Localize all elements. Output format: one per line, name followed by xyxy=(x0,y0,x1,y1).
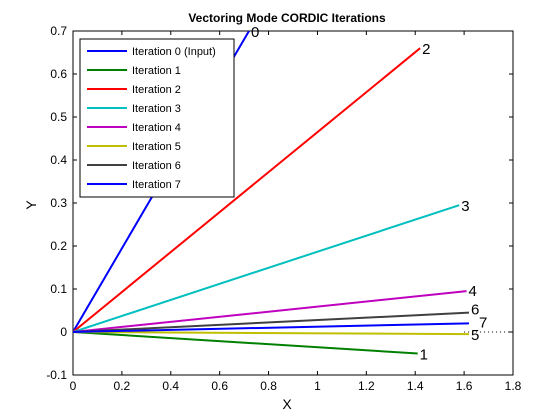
legend-entry-label: Iteration 3 xyxy=(132,103,181,115)
y-tick-label: 0.4 xyxy=(50,153,67,167)
iteration-endpoint-label: 6 xyxy=(471,302,479,319)
legend-entry-label: Iteration 5 xyxy=(132,141,181,153)
y-tick-label: 0 xyxy=(60,325,67,339)
y-tick-label: 0.5 xyxy=(50,110,67,124)
series-line-7 xyxy=(73,322,470,333)
legend-entry-label: Iteration 7 xyxy=(132,179,181,191)
iteration-endpoint-label: 0 xyxy=(251,24,259,41)
legend: Iteration 0 (Input) Iteration 1 Iteration … xyxy=(79,38,235,198)
x-tick-label: 1 xyxy=(314,379,321,393)
x-tick-label: 0.6 xyxy=(211,379,228,393)
y-tick-label: 0.2 xyxy=(50,239,67,253)
series-line-4 xyxy=(73,290,467,333)
x-tick-label: 0.8 xyxy=(260,379,277,393)
legend-entry-label: Iteration 6 xyxy=(132,160,181,172)
series-line-1 xyxy=(73,331,418,355)
legend-entry-label: Iteration 2 xyxy=(132,84,181,96)
iteration-endpoint-label: 3 xyxy=(461,198,469,215)
series-line-6 xyxy=(73,311,470,333)
series-line-5 xyxy=(73,331,470,336)
x-tick-label: 0 xyxy=(70,379,77,393)
iteration-endpoint-label: 7 xyxy=(479,314,487,331)
iteration-endpoint-label: 2 xyxy=(422,41,430,58)
iteration-endpoint-label: 5 xyxy=(471,327,479,344)
x-tick-label: 1.6 xyxy=(456,379,473,393)
y-tick-label: -0.1 xyxy=(46,368,67,382)
series-lines xyxy=(73,31,470,355)
legend-entry-label: Iteration 1 xyxy=(132,65,181,77)
iteration-endpoint-label: 1 xyxy=(420,347,428,364)
x-tick-label: 0.2 xyxy=(114,379,131,393)
x-axis-label: X xyxy=(282,396,292,412)
chart-title: Vectoring Mode CORDIC Iterations xyxy=(188,11,386,25)
series-line-3 xyxy=(73,204,460,333)
x-tick-label: 0.4 xyxy=(162,379,179,393)
x-tick-label: 1.8 xyxy=(505,379,522,393)
y-tick-label: 0.7 xyxy=(50,24,67,38)
y-axis-label: Y xyxy=(23,200,39,210)
y-tick-label: 0.1 xyxy=(50,282,67,296)
legend-entry-label: Iteration 4 xyxy=(132,122,181,134)
x-tick-label: 1.4 xyxy=(407,379,424,393)
y-tick-label: 0.6 xyxy=(50,67,67,81)
y-tick-label: 0.3 xyxy=(50,196,67,210)
x-tick-label: 1.2 xyxy=(358,379,375,393)
legend-entry-label: Iteration 0 (Input) xyxy=(132,46,216,58)
series-line-2 xyxy=(73,47,421,333)
legend-box xyxy=(79,38,235,198)
iteration-endpoint-label: 4 xyxy=(469,283,477,300)
